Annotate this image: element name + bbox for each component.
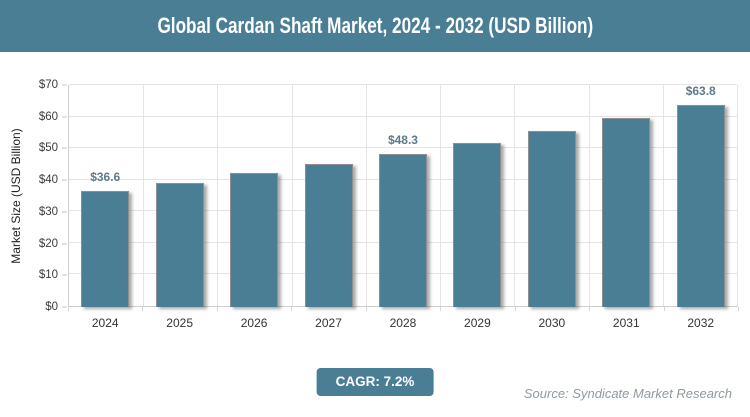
bar-2025 bbox=[155, 182, 204, 307]
chart-title-bar: Global Cardan Shaft Market, 2024 - 2032 … bbox=[0, 0, 750, 52]
y-axis-tick-label: $40 bbox=[38, 174, 58, 187]
bar-column-2031 bbox=[589, 85, 663, 307]
bar-2026 bbox=[230, 173, 279, 307]
x-axis-tick-mark bbox=[663, 307, 665, 311]
bar-column-2028: $48.3 bbox=[366, 85, 440, 307]
y-axis-tick-label: $10 bbox=[38, 269, 58, 282]
gridline-vertical bbox=[143, 85, 145, 306]
x-axis-tick-mark bbox=[216, 307, 218, 311]
gridline-vertical bbox=[365, 85, 367, 306]
x-axis-tick-mark bbox=[738, 307, 739, 311]
bar-2029 bbox=[453, 142, 502, 307]
gridline-vertical bbox=[217, 85, 219, 306]
gridline-vertical bbox=[588, 85, 590, 306]
gridline-vertical bbox=[514, 85, 516, 306]
x-axis-tick-label: 2030 bbox=[538, 316, 566, 330]
bar-2028 bbox=[378, 153, 427, 307]
bar-2031 bbox=[602, 118, 651, 307]
x-axis-tick-label: 2026 bbox=[240, 316, 268, 330]
cagr-badge: CAGR: 7.2% bbox=[316, 368, 434, 396]
x-axis-tick-mark bbox=[365, 307, 367, 311]
y-axis-tick-label: $0 bbox=[45, 301, 58, 313]
y-axis-tick-label: $20 bbox=[38, 237, 58, 250]
gridline-vertical bbox=[662, 85, 664, 306]
gridline-vertical bbox=[291, 85, 293, 306]
y-axis-tick-mark bbox=[62, 84, 67, 86]
x-axis-tick-label: 2029 bbox=[464, 316, 491, 330]
y-axis-tick-label: $70 bbox=[38, 79, 58, 91]
x-axis-tick-marks bbox=[68, 307, 739, 311]
gridline-horizontal bbox=[69, 115, 737, 117]
bar-column-2030 bbox=[515, 85, 589, 307]
x-axis-tick-label: 2027 bbox=[315, 316, 342, 330]
x-axis-tick-label: 2031 bbox=[612, 316, 640, 330]
bar-2030 bbox=[527, 131, 576, 307]
y-axis-tick-mark bbox=[62, 211, 67, 213]
bar-column-2026 bbox=[217, 85, 291, 307]
y-axis-tick-labels: $0 $10 $20 $30 $40 $50 $60 $70 bbox=[0, 79, 58, 313]
x-axis-tick-mark bbox=[589, 307, 591, 311]
y-axis-tick-label: $30 bbox=[38, 205, 58, 218]
bar-column-2025 bbox=[142, 85, 216, 307]
x-axis-tick-mark bbox=[291, 307, 293, 311]
y-axis-tick-mark bbox=[62, 274, 67, 276]
gridline-horizontal bbox=[69, 147, 737, 149]
source-credit: Source: Syndicate Market Research bbox=[523, 386, 732, 401]
bar-column-2027 bbox=[291, 85, 365, 307]
chart-title: Global Cardan Shaft Market, 2024 - 2032 … bbox=[157, 13, 593, 38]
x-axis-tick-label: 2024 bbox=[91, 316, 119, 330]
y-axis-tick-marks bbox=[0, 84, 67, 308]
y-axis-tick-mark bbox=[62, 116, 67, 118]
y-axis-tick-mark bbox=[62, 179, 67, 181]
bar-column-2032: $63.8 bbox=[664, 83, 738, 307]
x-axis-tick-label: 2028 bbox=[389, 316, 417, 330]
bar-value-label: $63.8 bbox=[685, 83, 716, 98]
gridline-vertical bbox=[440, 85, 442, 306]
bar-2032 bbox=[676, 104, 725, 307]
x-axis-tick-labels: 2024 2025 2026 2027 2028 2029 2030 2031 2032 bbox=[68, 316, 738, 330]
bar-series: $36.6 $48.3 $63.8 bbox=[68, 83, 738, 307]
bar-column-2024: $36.6 bbox=[68, 85, 142, 307]
y-axis-tick-mark bbox=[62, 147, 67, 149]
y-axis-tick-label: $50 bbox=[38, 142, 58, 155]
x-axis-tick-mark bbox=[142, 307, 144, 311]
bar-2027 bbox=[304, 163, 353, 307]
x-axis-tick-mark bbox=[440, 307, 442, 311]
bar-2024 bbox=[81, 190, 130, 307]
bar-value-label: $36.6 bbox=[90, 169, 121, 184]
y-axis-tick-mark bbox=[62, 306, 67, 308]
bar-value-label: $48.3 bbox=[387, 132, 418, 147]
x-axis-tick-mark bbox=[68, 307, 69, 311]
gridline-horizontal bbox=[69, 84, 737, 85]
y-axis-tick-label: $60 bbox=[38, 110, 58, 123]
x-axis-tick-label: 2032 bbox=[687, 316, 715, 330]
x-axis-tick-mark bbox=[514, 307, 516, 311]
bar-column-2029 bbox=[440, 85, 514, 307]
y-axis-tick-mark bbox=[62, 243, 67, 245]
x-axis-tick-label: 2025 bbox=[166, 316, 193, 330]
